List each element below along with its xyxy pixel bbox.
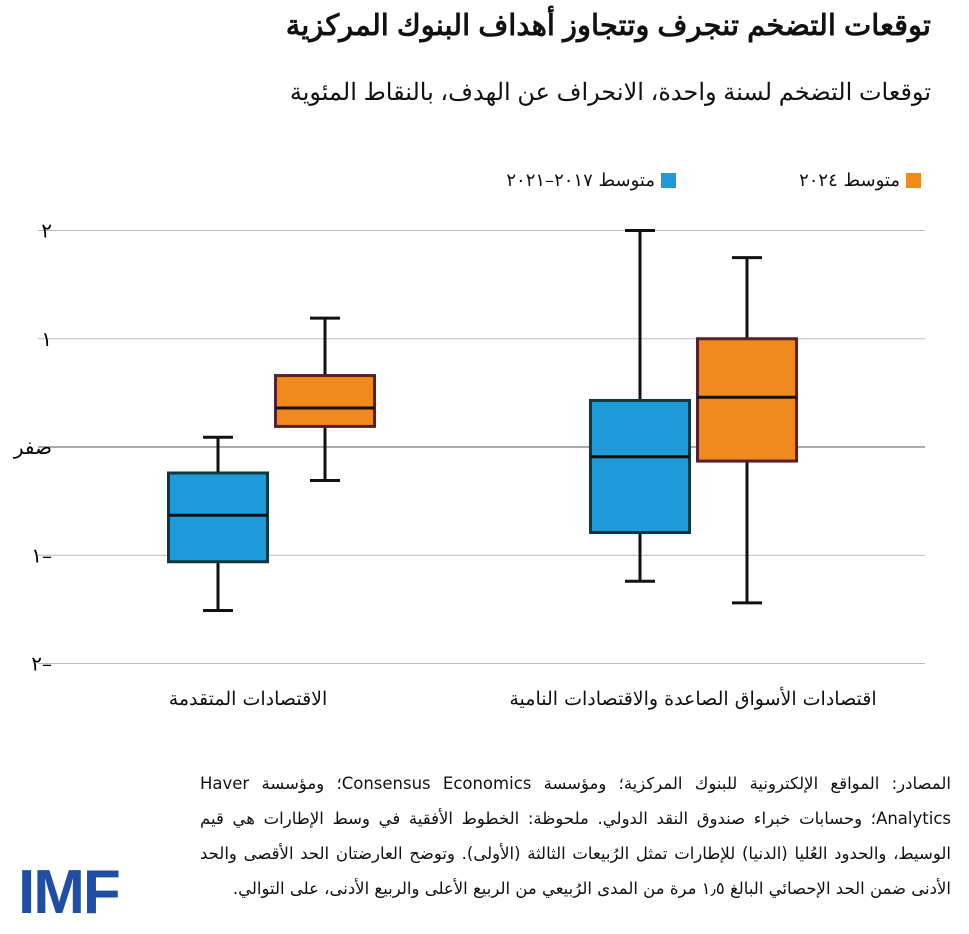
box	[696, 337, 798, 463]
y-tick-label: ٢–	[31, 652, 52, 676]
box	[167, 471, 269, 564]
legend-swatch-orange	[906, 173, 921, 188]
y-tick-label: ١	[41, 327, 52, 351]
category-label-advanced: الاقتصادات المتقدمة	[168, 688, 328, 710]
legend-item-2024: متوسط ٢٠٢٤	[799, 170, 921, 191]
y-tick-label: صفر	[13, 435, 52, 459]
box	[589, 398, 691, 535]
chart-title: توقعات التضخم تنجرف وتتجاوز أهداف البنوك…	[285, 10, 931, 42]
chart-subtitle: توقعات التضخم لسنة واحدة، الانحراف عن ال…	[289, 79, 931, 106]
legend-item-2017-2021: متوسط ٢٠١٧–٢٠٢١	[506, 170, 676, 191]
category-label-emerging: اقتصادات الأسواق الصاعدة والاقتصادات الن…	[509, 688, 877, 710]
box	[274, 374, 376, 428]
source-notes: المصادر: المواقع الإلكترونية للبنوك المر…	[200, 774, 951, 898]
legend-swatch-blue	[661, 173, 676, 188]
y-tick-label: ٢	[41, 219, 52, 243]
legend-label: متوسط ٢٠٢٤	[799, 170, 900, 191]
y-tick-label: ١–	[31, 543, 52, 567]
imf-logo: IMF	[18, 858, 121, 927]
legend-label: متوسط ٢٠١٧–٢٠٢١	[506, 170, 655, 191]
